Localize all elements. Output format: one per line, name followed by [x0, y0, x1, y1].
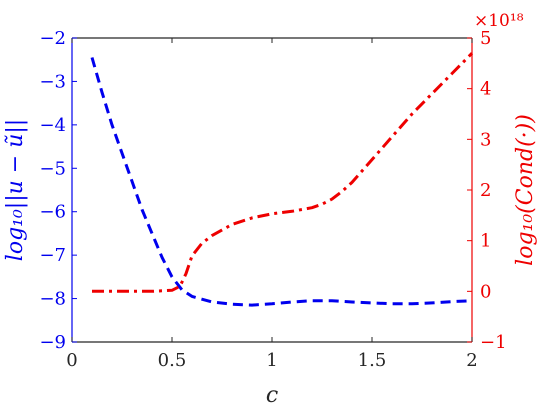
left-y-tick-label: −4	[39, 115, 66, 136]
x-tick-label: 1.5	[358, 350, 387, 371]
x-tick-label: 2	[466, 350, 477, 371]
left-y-tick-label: −3	[39, 71, 66, 92]
error-series-line	[90, 57, 473, 307]
condition-series-line	[92, 52, 474, 293]
x-axis-label: c	[266, 383, 278, 408]
left-y-tick-label: −9	[39, 332, 66, 353]
right-y-axis-label: log₁₀(Cond(·))	[513, 114, 538, 266]
right-y-tick-label: 5	[480, 28, 491, 49]
plot-area	[72, 38, 472, 342]
left-y-tick-label: −6	[39, 202, 66, 223]
left-y-axis-label: log₁₀||u − ũ||	[3, 119, 28, 261]
right-y-tick-label: −1	[480, 332, 507, 353]
left-y-tick-label: −5	[39, 158, 66, 179]
right-y-tick-label: 3	[480, 129, 491, 150]
right-y-tick-label: 4	[480, 79, 491, 100]
x-tick-label: 0	[66, 350, 77, 371]
left-y-tick-label: −7	[39, 245, 66, 266]
x-tick-label: 1	[266, 350, 277, 371]
ticks-layer: 0 0.5 1 1.5 2 −9 −8 −7 −6 −5 −4 −3 −2 −1 0 1 2 3 4 5	[39, 28, 506, 371]
left-y-tick-label: −2	[39, 28, 66, 49]
series-layer	[90, 52, 474, 307]
x-tick-label: 0.5	[158, 350, 187, 371]
right-y-tick-label: 0	[480, 281, 491, 302]
left-y-tick-label: −8	[39, 289, 66, 310]
right-y-tick-label: 2	[480, 180, 491, 201]
right-y-tick-label: 1	[480, 231, 491, 252]
right-axis-multiplier: ×10¹⁸	[474, 11, 524, 31]
